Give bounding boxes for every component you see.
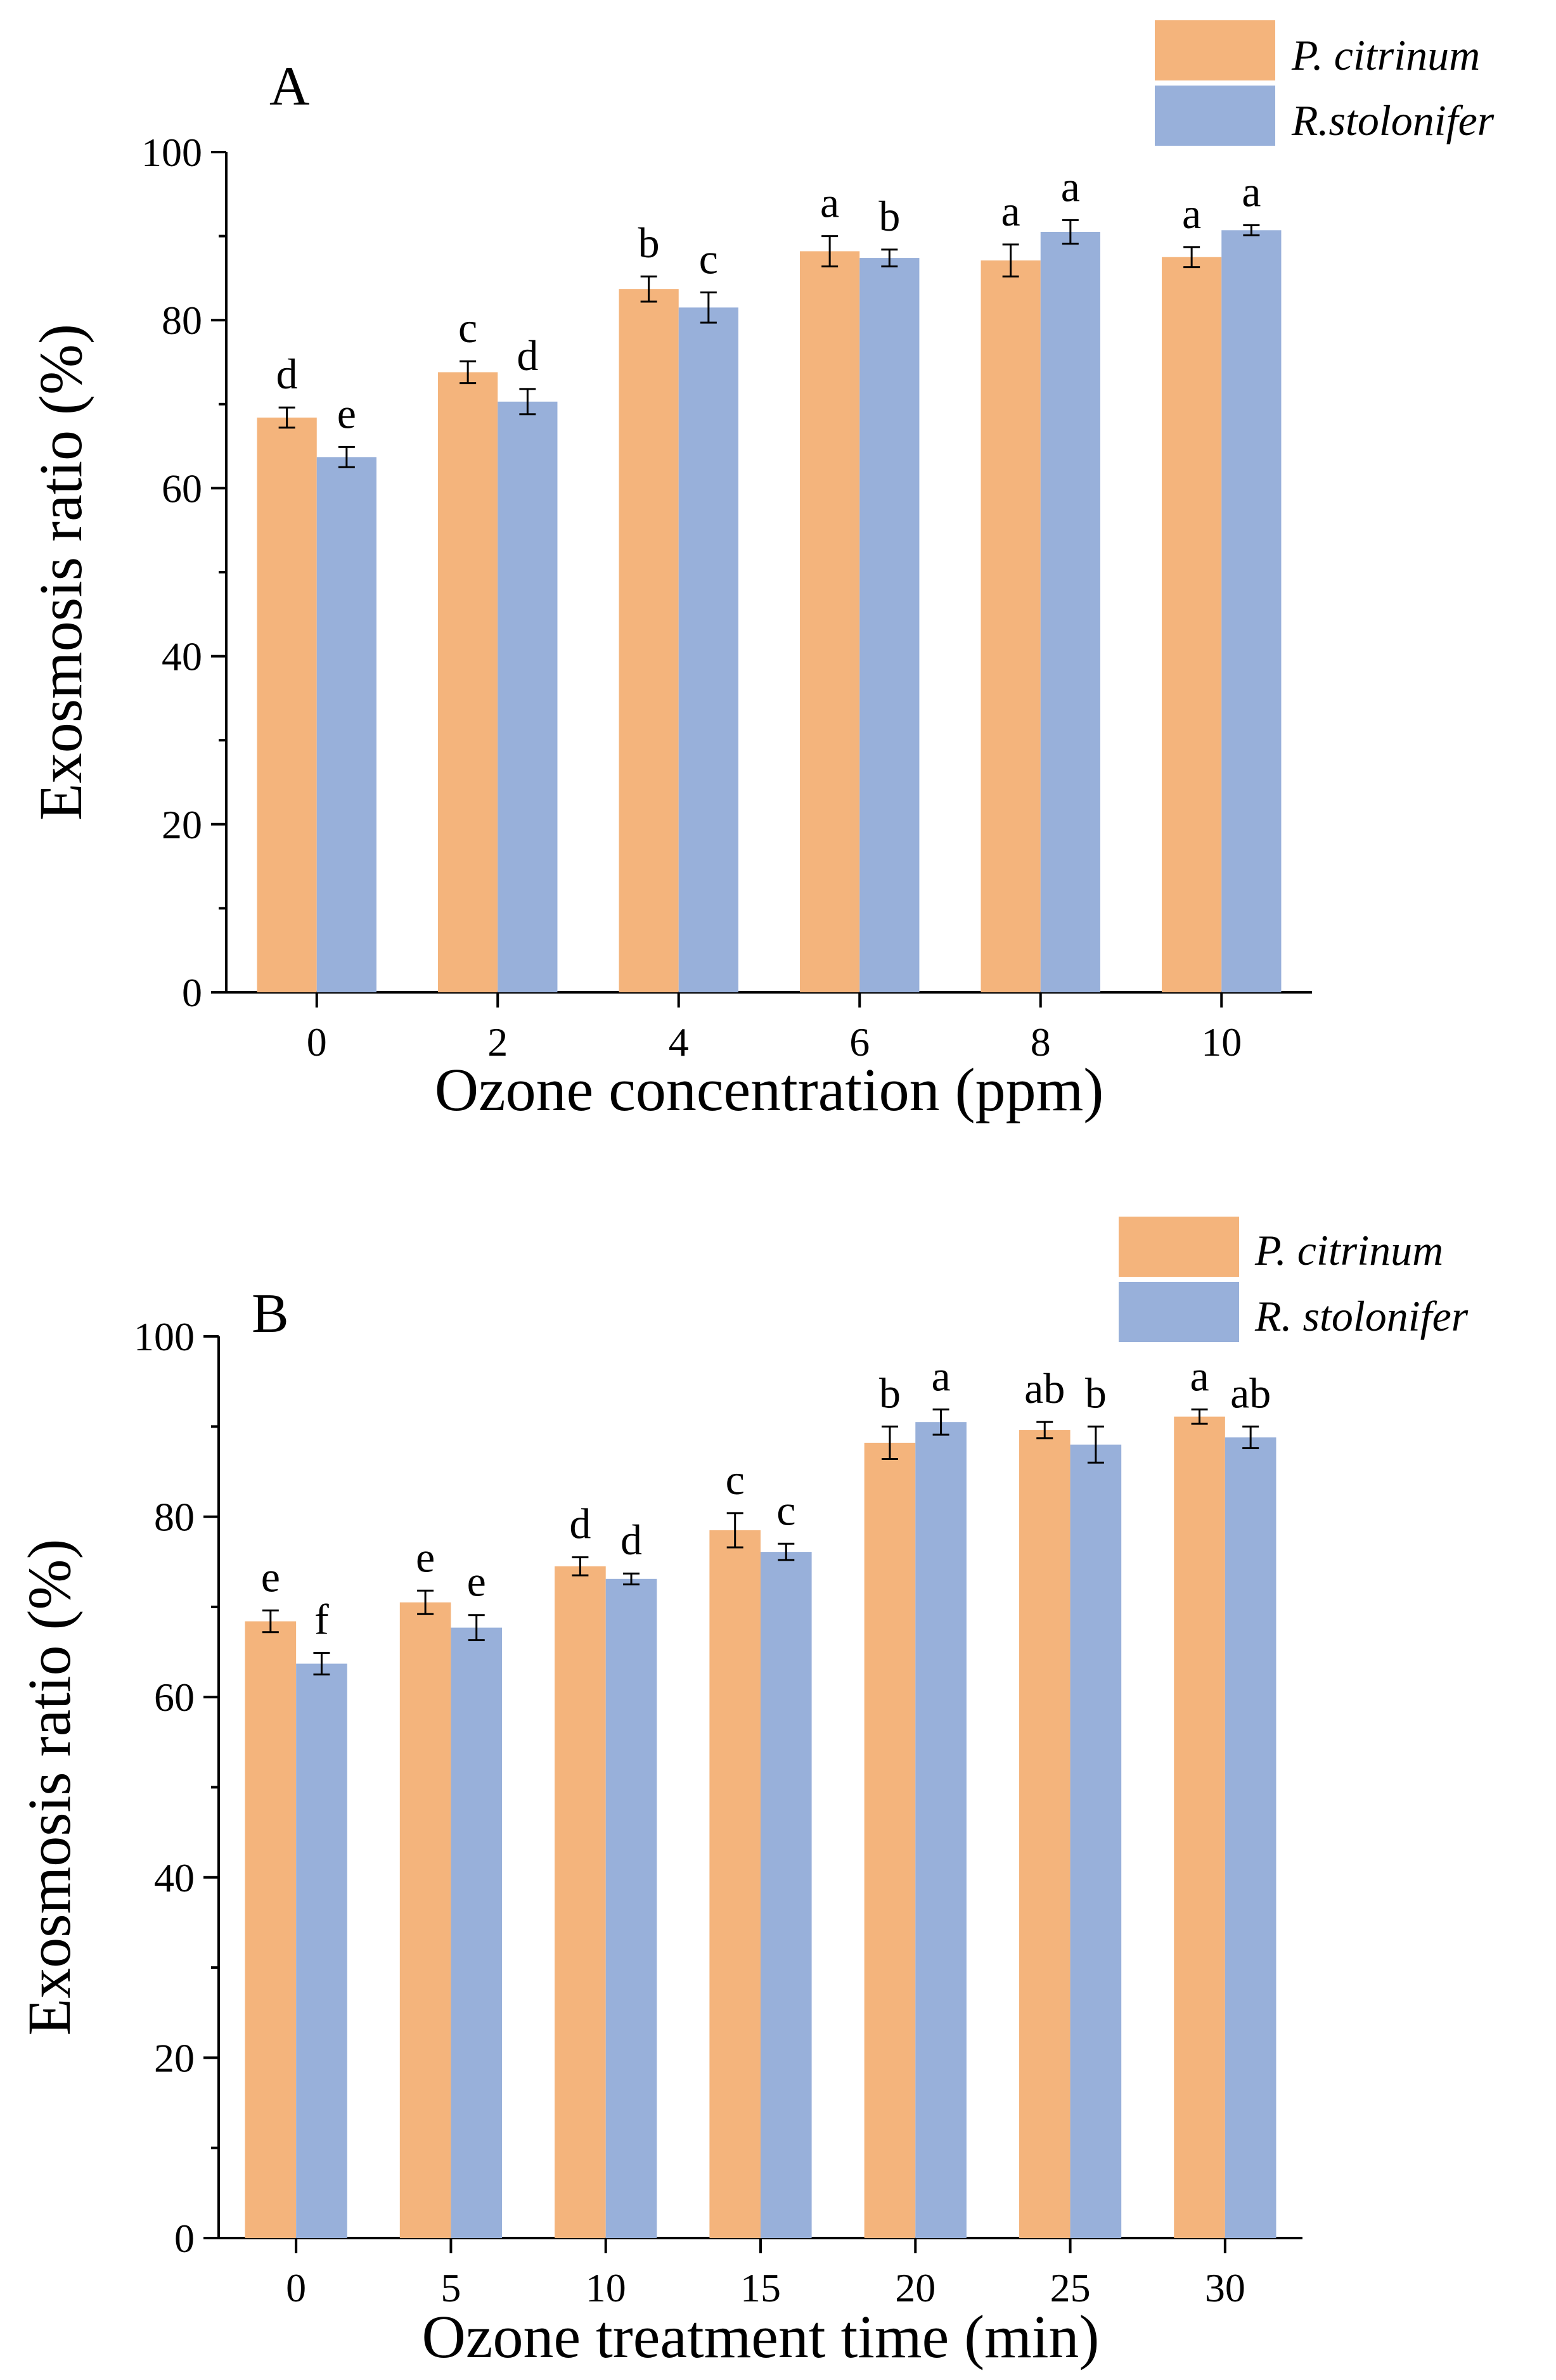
bar-r-stolonifer <box>605 1578 657 2238</box>
significance-label: a <box>1001 187 1020 235</box>
bar-p-citrinum <box>555 1566 606 2238</box>
legend-swatch <box>1155 86 1275 146</box>
legend-label: R. stolonifer <box>1254 1292 1469 1340</box>
legend-label: P. citrinum <box>1291 31 1480 79</box>
bar-r-stolonifer <box>1040 231 1100 993</box>
significance-label: b <box>1085 1369 1107 1417</box>
significance-label: e <box>261 1553 280 1601</box>
x-axis-title: Ozone concentration (ppm) <box>435 1056 1104 1123</box>
significance-label: c <box>776 1486 795 1534</box>
bar-p-citrinum <box>709 1530 761 2238</box>
significance-label: b <box>878 192 900 240</box>
x-tick-label: 8 <box>1031 1020 1051 1065</box>
y-tick-label: 60 <box>162 466 202 511</box>
y-tick-label: 100 <box>141 130 202 175</box>
y-tick-label: 40 <box>154 1855 195 1900</box>
bar-r-stolonifer <box>498 401 558 992</box>
significance-label: a <box>1182 189 1201 238</box>
y-axis-title: Exosmosis ratio (%) <box>27 324 94 821</box>
bar-r-stolonifer <box>915 1422 967 2238</box>
bar-r-stolonifer <box>1070 1444 1122 2238</box>
bar-r-stolonifer <box>678 307 738 992</box>
y-tick-label: 40 <box>162 634 202 679</box>
y-axis-title: Exosmosis ratio (%) <box>15 1539 83 2036</box>
significance-label: d <box>620 1516 642 1564</box>
significance-label: d <box>517 331 538 380</box>
significance-label: e <box>337 389 356 437</box>
x-axis-title: Ozone treatment time (min) <box>422 2303 1100 2370</box>
legend-swatch <box>1119 1217 1239 1277</box>
significance-label: f <box>314 1595 329 1643</box>
bar-r-stolonifer <box>451 1627 503 2238</box>
y-tick-label: 60 <box>154 1675 195 1720</box>
significance-label: c <box>458 304 477 352</box>
significance-label: b <box>879 1369 901 1417</box>
legend-label: P. citrinum <box>1254 1226 1443 1274</box>
y-tick-label: 80 <box>154 1495 195 1540</box>
bar-p-citrinum <box>438 372 498 992</box>
significance-label: d <box>569 1500 591 1548</box>
x-tick-label: 4 <box>669 1020 689 1065</box>
significance-label: a <box>820 179 839 227</box>
x-tick-label: 6 <box>849 1020 870 1065</box>
significance-label: ab <box>1230 1369 1271 1417</box>
significance-label: a <box>931 1352 950 1400</box>
panel-label: A <box>269 56 310 117</box>
bar-p-citrinum <box>1174 1416 1225 2238</box>
bar-p-citrinum <box>399 1602 451 2238</box>
significance-label: e <box>467 1558 486 1606</box>
x-tick-label: 10 <box>586 2265 626 2310</box>
bar-p-citrinum <box>800 251 860 992</box>
bar-r-stolonifer <box>1221 230 1282 992</box>
y-tick-label: 20 <box>162 802 202 847</box>
significance-label: d <box>276 350 298 398</box>
x-tick-label: 2 <box>487 1020 508 1065</box>
bar-p-citrinum <box>981 260 1041 993</box>
bar-p-citrinum <box>619 289 679 993</box>
legend-label: R.stolonifer <box>1291 96 1495 144</box>
x-tick-label: 30 <box>1205 2265 1245 2310</box>
significance-label: c <box>699 234 718 283</box>
x-tick-label: 20 <box>895 2265 936 2310</box>
y-tick-label: 100 <box>134 1314 195 1359</box>
significance-label: a <box>1242 167 1261 215</box>
x-tick-label: 10 <box>1201 1020 1242 1065</box>
significance-label: c <box>726 1456 745 1504</box>
bar-r-stolonifer <box>296 1663 347 2238</box>
x-tick-label: 15 <box>740 2265 781 2310</box>
x-tick-label: 5 <box>440 2265 461 2310</box>
significance-label: e <box>416 1533 435 1581</box>
significance-label: b <box>638 219 660 267</box>
legend-swatch <box>1155 20 1275 80</box>
legend-swatch <box>1119 1282 1239 1342</box>
y-tick-label: 0 <box>174 2216 195 2261</box>
bar-r-stolonifer <box>859 258 920 993</box>
bar-p-citrinum <box>1019 1430 1071 2238</box>
x-tick-label: 25 <box>1050 2265 1091 2310</box>
bar-p-citrinum <box>257 418 317 992</box>
significance-label: ab <box>1024 1364 1065 1412</box>
significance-label: a <box>1190 1352 1209 1400</box>
bar-r-stolonifer <box>316 457 376 992</box>
significance-label: a <box>1061 162 1080 210</box>
bar-p-citrinum <box>1162 257 1222 992</box>
bar-p-citrinum <box>245 1621 297 2238</box>
bar-r-stolonifer <box>1225 1437 1276 2238</box>
x-tick-label: 0 <box>286 2265 306 2310</box>
panel-label: B <box>252 1283 289 1345</box>
x-tick-label: 0 <box>307 1020 327 1065</box>
bar-r-stolonifer <box>761 1552 812 2238</box>
y-tick-label: 20 <box>154 2035 195 2080</box>
bar-p-citrinum <box>864 1442 916 2238</box>
y-tick-label: 80 <box>162 298 202 343</box>
y-tick-label: 0 <box>182 970 202 1015</box>
